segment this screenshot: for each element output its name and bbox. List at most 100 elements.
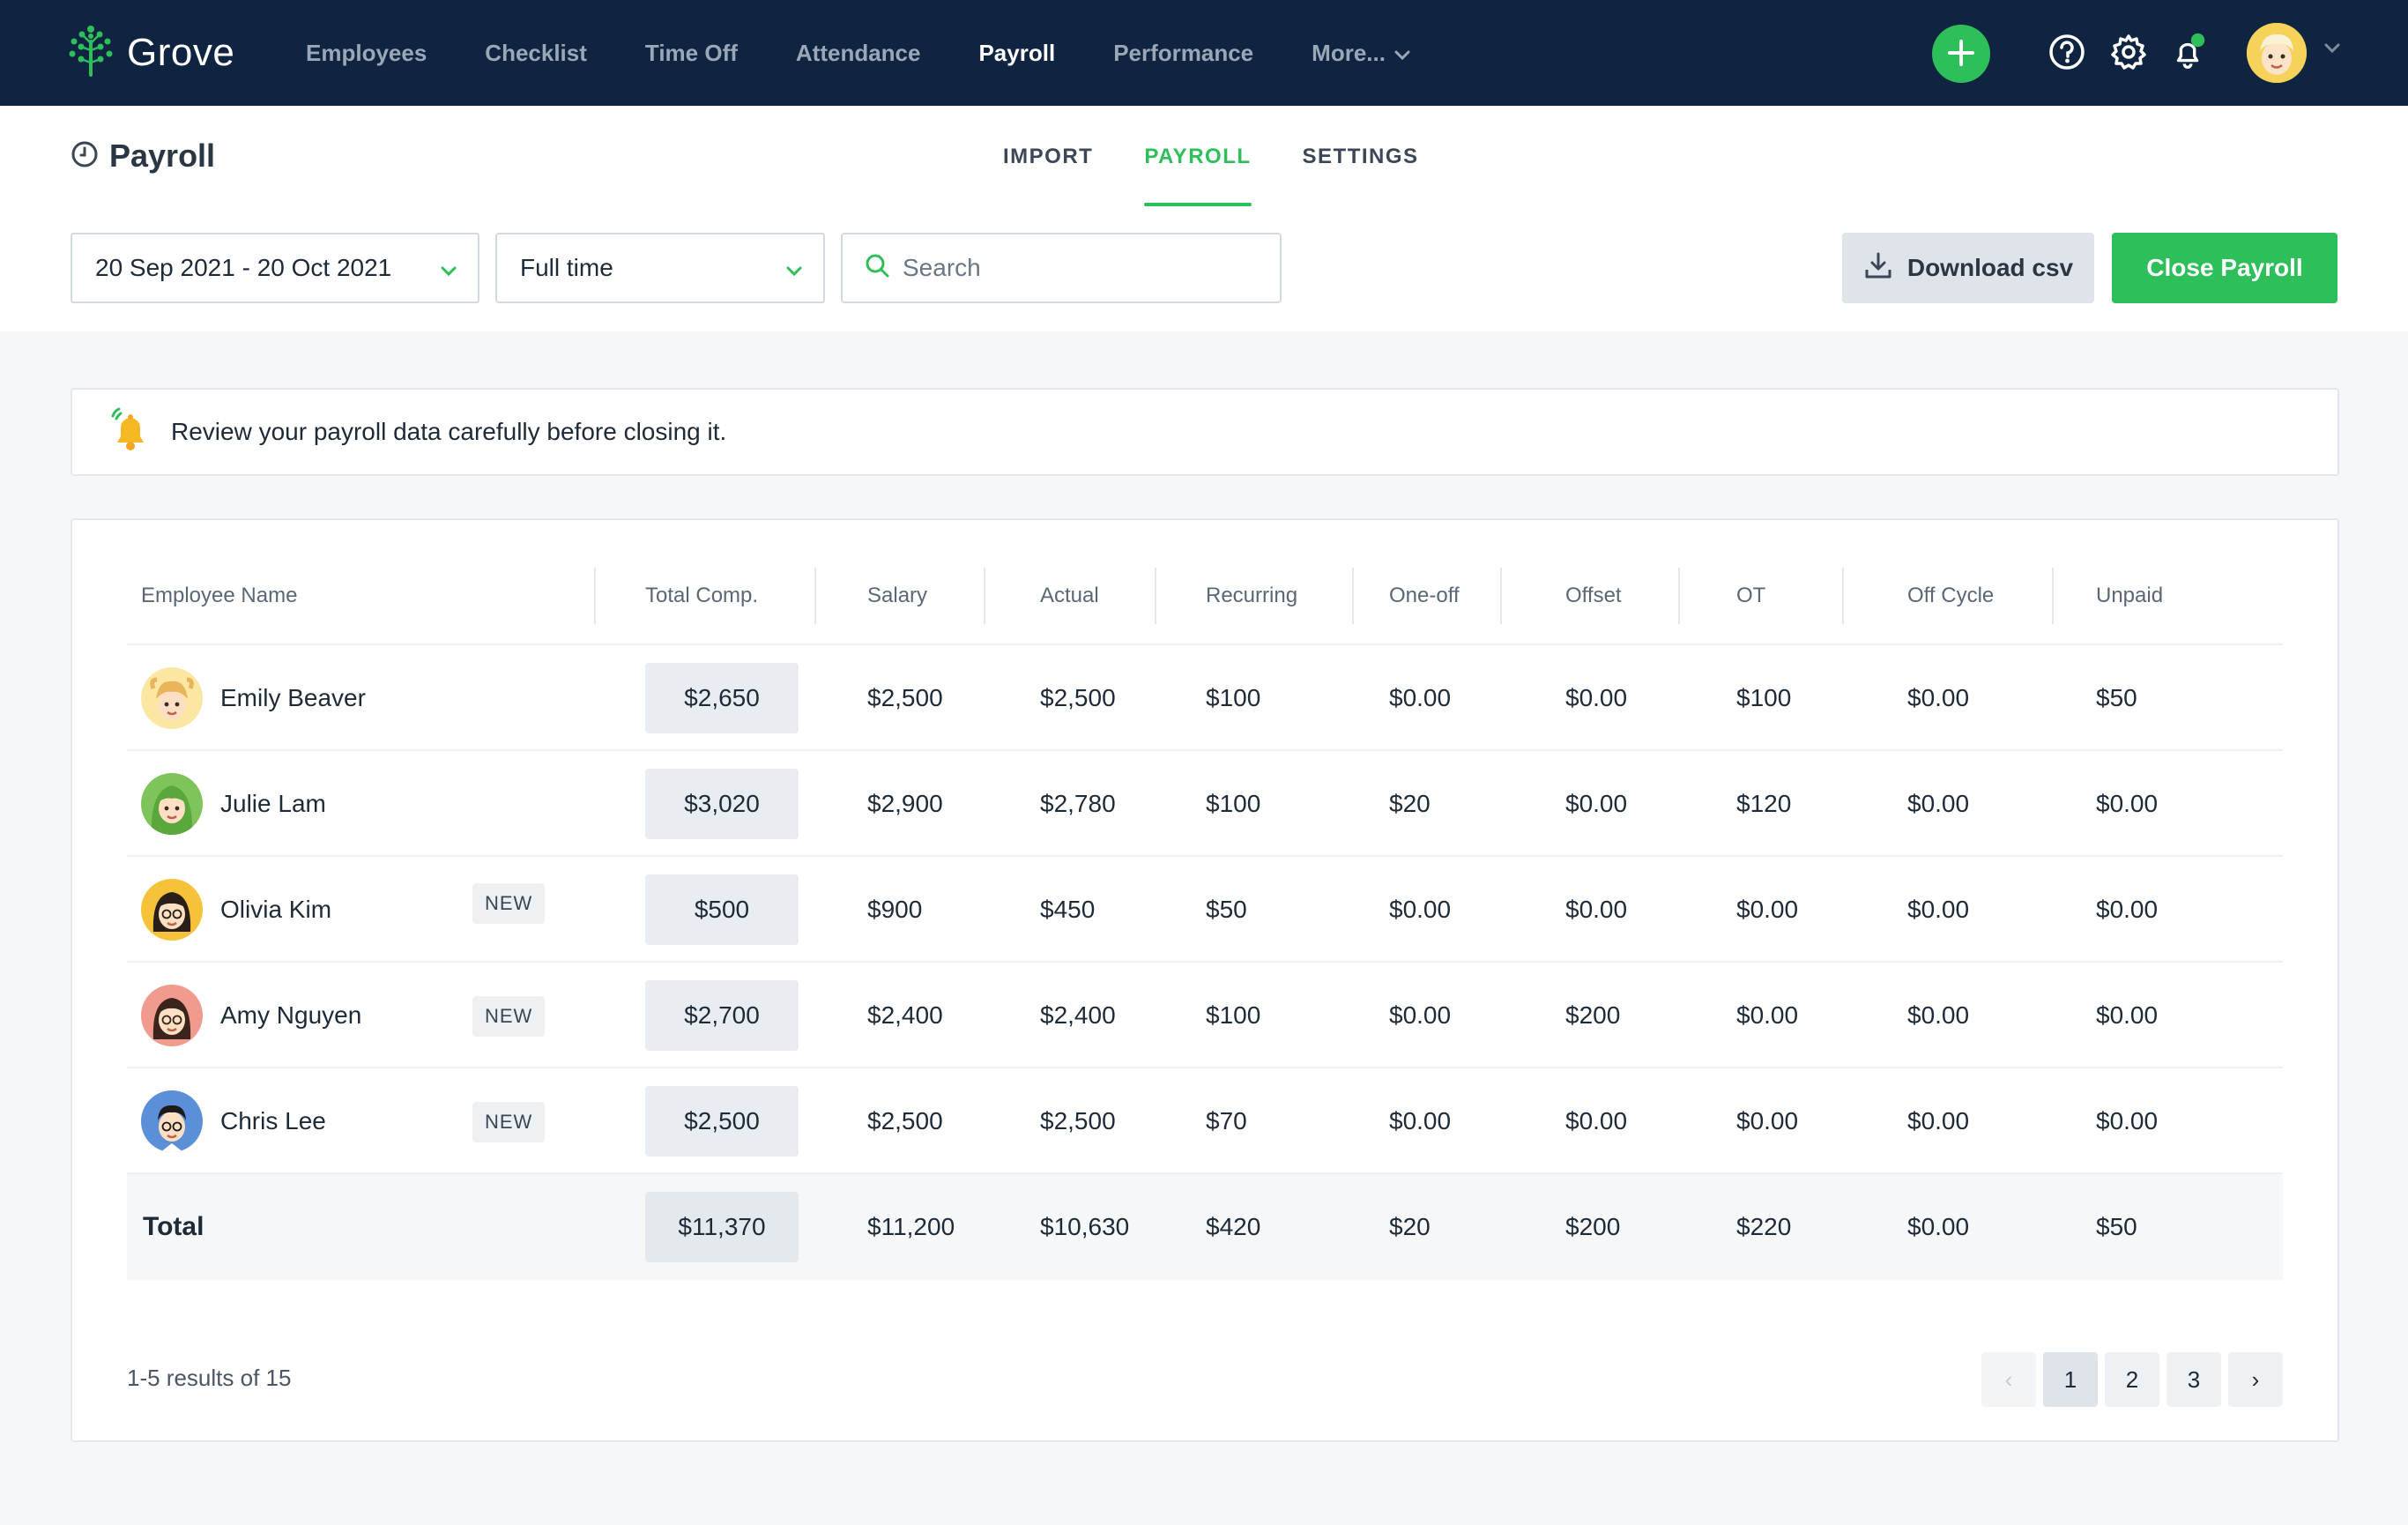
unpaid-cell: $0.00	[2096, 790, 2159, 817]
download-csv-button[interactable]: Download csv	[1842, 233, 2094, 303]
tab-import[interactable]: IMPORT	[1003, 145, 1094, 168]
page-header: Payroll IMPORT PAYROLL SETTINGS 20 Sep 2…	[0, 106, 2408, 331]
table-row[interactable]: Amy Nguyen NEW $2,700 $2,400 $2,400 $100…	[127, 963, 2283, 1068]
previous-page-button[interactable]: ‹	[1981, 1352, 2036, 1407]
column-header-off-cycle[interactable]: Off Cycle	[1907, 584, 1995, 607]
date-range-select[interactable]: 20 Sep 2021 - 20 Oct 2021	[71, 233, 479, 303]
column-header-actual[interactable]: Actual	[1040, 584, 1099, 607]
salary-cell: $2,500	[867, 684, 943, 711]
ot-cell: $0.00	[1736, 1107, 1799, 1134]
salary-cell: $2,500	[867, 1107, 943, 1134]
page-title-text: Payroll	[109, 138, 216, 174]
employee-name-cell[interactable]: Julie Lam	[141, 751, 326, 857]
employment-type-value: Full time	[520, 254, 613, 281]
off-cycle-cell: $0.00	[1907, 1001, 1970, 1029]
table-row[interactable]: Olivia Kim NEW $500 $900 $450 $50 $0.00 …	[127, 857, 2283, 963]
close-payroll-button[interactable]: Close Payroll	[2112, 233, 2337, 303]
employee-name: Julie Lam	[220, 790, 326, 817]
nav-more-label: More...	[1312, 39, 1386, 66]
ot-cell: $120	[1736, 790, 1792, 817]
total-comp-cell: $2,650	[645, 663, 799, 733]
notice-text: Review your payroll data carefully befor…	[171, 418, 727, 445]
column-header-total-comp[interactable]: Total Comp.	[645, 584, 759, 607]
actual-cell: $2,780	[1040, 790, 1116, 817]
avatar	[141, 985, 203, 1046]
page-tabs: IMPORT PAYROLL SETTINGS	[1003, 106, 1470, 206]
column-header-ot[interactable]: OT	[1736, 584, 1766, 607]
offset-total-cell: $200	[1565, 1213, 1621, 1240]
notification-bell-icon[interactable]	[2168, 32, 2209, 72]
unpaid-cell: $0.00	[2096, 896, 2159, 923]
nav-item-employees[interactable]: Employees	[306, 39, 427, 66]
employee-name: Amy Nguyen	[220, 1001, 362, 1029]
table-row[interactable]: Emily Beaver $2,650 $2,500 $2,500 $100 $…	[127, 645, 2283, 751]
add-button[interactable]	[1932, 25, 1990, 83]
off-cycle-cell: $0.00	[1907, 1107, 1970, 1134]
nav-item-performance[interactable]: Performance	[1113, 39, 1254, 66]
recurring-total-cell: $420	[1206, 1213, 1261, 1240]
employee-name: Chris Lee	[220, 1107, 326, 1134]
next-page-button[interactable]: ›	[2228, 1352, 2283, 1407]
table-header: Employee Name Total Comp. Salary Actual …	[127, 547, 2283, 645]
column-divider	[814, 568, 816, 624]
column-divider	[1155, 568, 1156, 624]
one-off-cell: $20	[1389, 790, 1431, 817]
payroll-table-card: Employee Name Total Comp. Salary Actual …	[71, 518, 2339, 1442]
nav-item-payroll[interactable]: Payroll	[978, 39, 1056, 66]
column-divider	[1678, 568, 1680, 624]
main-nav: Employees Checklist Time Off Attendance …	[306, 0, 1468, 106]
payroll-notice: Review your payroll data carefully befor…	[71, 388, 2339, 476]
employee-name-cell[interactable]: Amy Nguyen	[141, 963, 361, 1068]
ot-total-cell: $220	[1736, 1213, 1792, 1240]
employee-name-cell[interactable]: Emily Beaver	[141, 645, 366, 751]
new-badge: NEW	[472, 883, 546, 924]
page-button-2[interactable]: 2	[2105, 1352, 2159, 1407]
user-menu-chevron-down-icon[interactable]	[2323, 42, 2341, 59]
table-row[interactable]: Julie Lam $3,020 $2,900 $2,780 $100 $20 …	[127, 751, 2283, 857]
column-header-salary[interactable]: Salary	[867, 584, 928, 607]
chevron-down-icon	[439, 259, 458, 287]
recurring-cell: $50	[1206, 896, 1247, 923]
employee-name: Emily Beaver	[220, 684, 366, 711]
employment-type-select[interactable]: Full time	[495, 233, 825, 303]
grove-logo-icon	[67, 24, 115, 83]
gear-icon[interactable]	[2108, 32, 2149, 72]
page-title: Payroll	[71, 138, 215, 175]
tab-settings[interactable]: SETTINGS	[1302, 145, 1419, 168]
column-header-offset[interactable]: Offset	[1565, 584, 1622, 607]
nav-item-time-off[interactable]: Time Off	[644, 39, 738, 66]
avatar	[141, 667, 203, 729]
employee-name-cell[interactable]: Chris Lee	[141, 1068, 326, 1174]
actual-cell: $2,500	[1040, 1107, 1116, 1134]
search-icon	[864, 252, 890, 285]
nav-item-attendance[interactable]: Attendance	[795, 39, 921, 66]
user-avatar[interactable]	[2247, 23, 2307, 83]
page-button-3[interactable]: 3	[2166, 1352, 2221, 1407]
column-header-recurring[interactable]: Recurring	[1206, 584, 1298, 607]
tab-payroll[interactable]: PAYROLL	[1144, 106, 1252, 206]
ot-cell: $0.00	[1736, 1001, 1799, 1029]
date-range-value: 20 Sep 2021 - 20 Oct 2021	[95, 254, 392, 281]
top-navigation-bar: Grove Employees Checklist Time Off Atten…	[0, 0, 2408, 106]
chevron-down-icon	[784, 259, 804, 287]
actual-cell: $2,500	[1040, 684, 1116, 711]
brand[interactable]: Grove	[67, 25, 234, 81]
avatar	[141, 1090, 203, 1152]
nav-item-checklist[interactable]: Checklist	[485, 39, 587, 66]
column-header-employee-name[interactable]: Employee Name	[141, 584, 298, 607]
off-cycle-cell: $0.00	[1907, 790, 1970, 817]
column-header-one-off[interactable]: One-off	[1389, 584, 1460, 607]
offset-cell: $0.00	[1565, 790, 1628, 817]
help-icon[interactable]	[2047, 32, 2087, 72]
total-comp-cell: $2,500	[645, 1086, 799, 1157]
actual-total-cell: $10,630	[1040, 1213, 1130, 1240]
page-button-1[interactable]: 1	[2043, 1352, 2098, 1407]
column-header-unpaid[interactable]: Unpaid	[2096, 584, 2164, 607]
employee-name-cell[interactable]: Olivia Kim	[141, 857, 331, 963]
nav-item-more[interactable]: More...	[1312, 40, 1410, 67]
search-input[interactable]	[903, 254, 1255, 282]
one-off-cell: $0.00	[1389, 1001, 1452, 1029]
offset-cell: $0.00	[1565, 1107, 1628, 1134]
table-row[interactable]: Chris Lee NEW $2,500 $2,500 $2,500 $70 $…	[127, 1068, 2283, 1174]
search-box[interactable]	[841, 233, 1282, 303]
